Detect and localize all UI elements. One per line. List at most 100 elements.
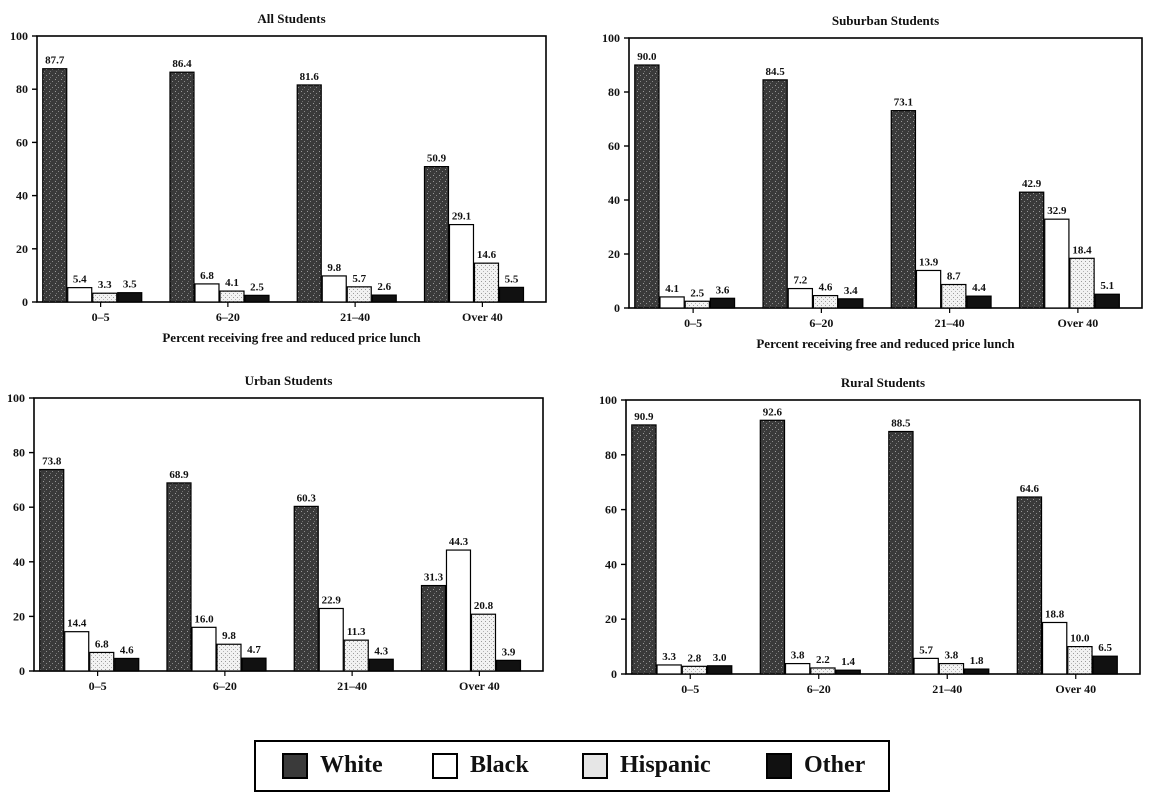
bar-hispanic-0-5	[684, 300, 710, 309]
data-label-other-over-40: 5.1	[1100, 280, 1114, 292]
data-label-white-0-5: 73.8	[42, 456, 62, 468]
data-label-white-0-5: 90.9	[634, 411, 654, 423]
y-tick-label: 80	[608, 85, 620, 99]
bar-black-21-40	[913, 657, 939, 675]
bar-black-21-40	[318, 607, 344, 672]
x-axis-label: Percent receiving free and reduced price…	[756, 336, 1015, 351]
data-label-black-21-40: 5.7	[919, 644, 933, 656]
data-label-hispanic-21-40: 5.7	[352, 273, 366, 285]
x-tick-label: 21–40	[932, 682, 962, 696]
y-tick-label: 20	[608, 247, 620, 261]
y-tick-label: 40	[605, 557, 617, 571]
legend-item-white: White	[282, 752, 383, 779]
bar-hispanic-over-40	[470, 613, 497, 672]
x-tick-label: 6–20	[216, 310, 240, 324]
data-label-hispanic-over-40: 14.6	[477, 249, 497, 261]
data-label-white-over-40: 31.3	[424, 572, 444, 584]
legend-swatch-other	[766, 752, 792, 779]
legend-item-other: Other	[766, 752, 865, 779]
bar-other-over-40	[1092, 655, 1118, 675]
data-label-other-0-5: 3.5	[123, 279, 137, 291]
bar-other-21-40	[368, 658, 394, 672]
data-label-other-over-40: 5.5	[505, 273, 519, 285]
bar-other-6-20	[241, 657, 267, 672]
bar-other-6-20	[244, 294, 270, 303]
data-label-black-21-40: 9.8	[327, 262, 341, 274]
data-label-white-6-20: 92.6	[763, 406, 783, 418]
chart-panel-urban-students: Urban Students 0 20 40 60 80 100 73.8 14.4 6.8 4.6…	[7, 373, 544, 693]
x-tick-label: 0–5	[92, 310, 110, 324]
data-label-other-21-40: 4.3	[374, 645, 388, 657]
y-tick-label: 40	[13, 555, 25, 569]
data-label-black-21-40: 13.9	[919, 256, 939, 268]
bar-white-0-5	[631, 424, 657, 675]
data-label-white-21-40: 88.5	[891, 418, 911, 430]
bar-white-0-5	[634, 64, 660, 309]
bar-hispanic-6-20	[216, 643, 242, 672]
data-label-white-6-20: 86.4	[172, 58, 192, 70]
y-tick-label: 80	[13, 446, 25, 460]
bar-other-over-40	[1094, 293, 1120, 309]
y-tick-label: 100	[602, 31, 620, 45]
y-tick-label: 0	[611, 667, 617, 681]
data-label-white-21-40: 73.1	[894, 97, 913, 109]
bar-black-6-20	[194, 283, 220, 303]
y-tick-label: 0	[19, 664, 25, 678]
bar-hispanic-21-40	[343, 639, 369, 672]
data-label-hispanic-6-20: 4.1	[225, 277, 239, 289]
data-label-hispanic-21-40: 3.8	[945, 650, 959, 662]
x-tick-label: 21–40	[935, 316, 965, 330]
x-tick-label: 0–5	[684, 316, 702, 330]
bar-black-6-20	[787, 287, 814, 309]
bar-white-0-5	[42, 68, 68, 303]
data-label-black-6-20: 6.8	[200, 270, 214, 282]
data-label-black-over-40: 29.1	[452, 211, 471, 223]
data-label-black-0-5: 4.1	[665, 283, 679, 295]
data-label-hispanic-over-40: 20.8	[474, 600, 494, 612]
x-tick-label: Over 40	[1057, 316, 1098, 330]
data-label-black-0-5: 14.4	[67, 618, 87, 630]
x-tick-label: 21–40	[337, 679, 367, 693]
data-label-hispanic-over-40: 10.0	[1070, 633, 1090, 645]
bar-hispanic-6-20	[812, 294, 839, 309]
x-tick-label: Over 40	[1055, 682, 1096, 696]
y-tick-label: 100	[7, 391, 25, 405]
legend-label-white: White	[320, 752, 383, 778]
data-label-other-21-40: 2.6	[377, 281, 391, 293]
data-label-black-over-40: 32.9	[1047, 205, 1067, 217]
data-label-black-0-5: 3.3	[662, 651, 676, 663]
bar-white-6-20	[166, 482, 192, 672]
bar-white-0-5	[39, 468, 65, 672]
x-tick-label: Over 40	[462, 310, 503, 324]
legend-swatch-white	[282, 752, 308, 779]
bar-hispanic-0-5	[681, 665, 708, 675]
data-label-black-over-40: 44.3	[449, 536, 469, 548]
data-label-hispanic-0-5: 2.8	[688, 652, 702, 664]
data-label-other-over-40: 6.5	[1098, 642, 1112, 654]
data-label-black-over-40: 18.8	[1045, 608, 1065, 620]
y-tick-label: 40	[16, 189, 28, 203]
data-label-hispanic-21-40: 8.7	[947, 271, 961, 283]
y-tick-label: 0	[614, 301, 620, 315]
bar-other-21-40	[963, 668, 990, 675]
data-label-hispanic-over-40: 18.4	[1072, 244, 1092, 256]
bar-white-21-40	[296, 84, 322, 303]
bar-black-over-40	[1044, 218, 1070, 309]
bar-hispanic-21-40	[346, 286, 372, 303]
data-label-other-6-20: 2.5	[250, 281, 264, 293]
chart-title: All Students	[257, 11, 325, 26]
bar-hispanic-over-40	[1069, 257, 1095, 309]
bar-black-21-40	[915, 269, 942, 309]
bar-hispanic-6-20	[810, 667, 836, 675]
bar-white-6-20	[762, 79, 788, 309]
bar-other-0-5	[706, 665, 733, 675]
bar-black-over-40	[445, 549, 472, 672]
bar-black-6-20	[784, 662, 811, 675]
data-label-white-over-40: 42.9	[1022, 178, 1042, 190]
bar-white-21-40	[293, 505, 319, 672]
data-label-other-6-20: 3.4	[844, 285, 858, 297]
data-label-white-over-40: 50.9	[427, 153, 447, 165]
bar-hispanic-over-40	[1067, 645, 1093, 675]
y-tick-label: 60	[16, 135, 28, 149]
y-tick-label: 20	[16, 242, 28, 256]
